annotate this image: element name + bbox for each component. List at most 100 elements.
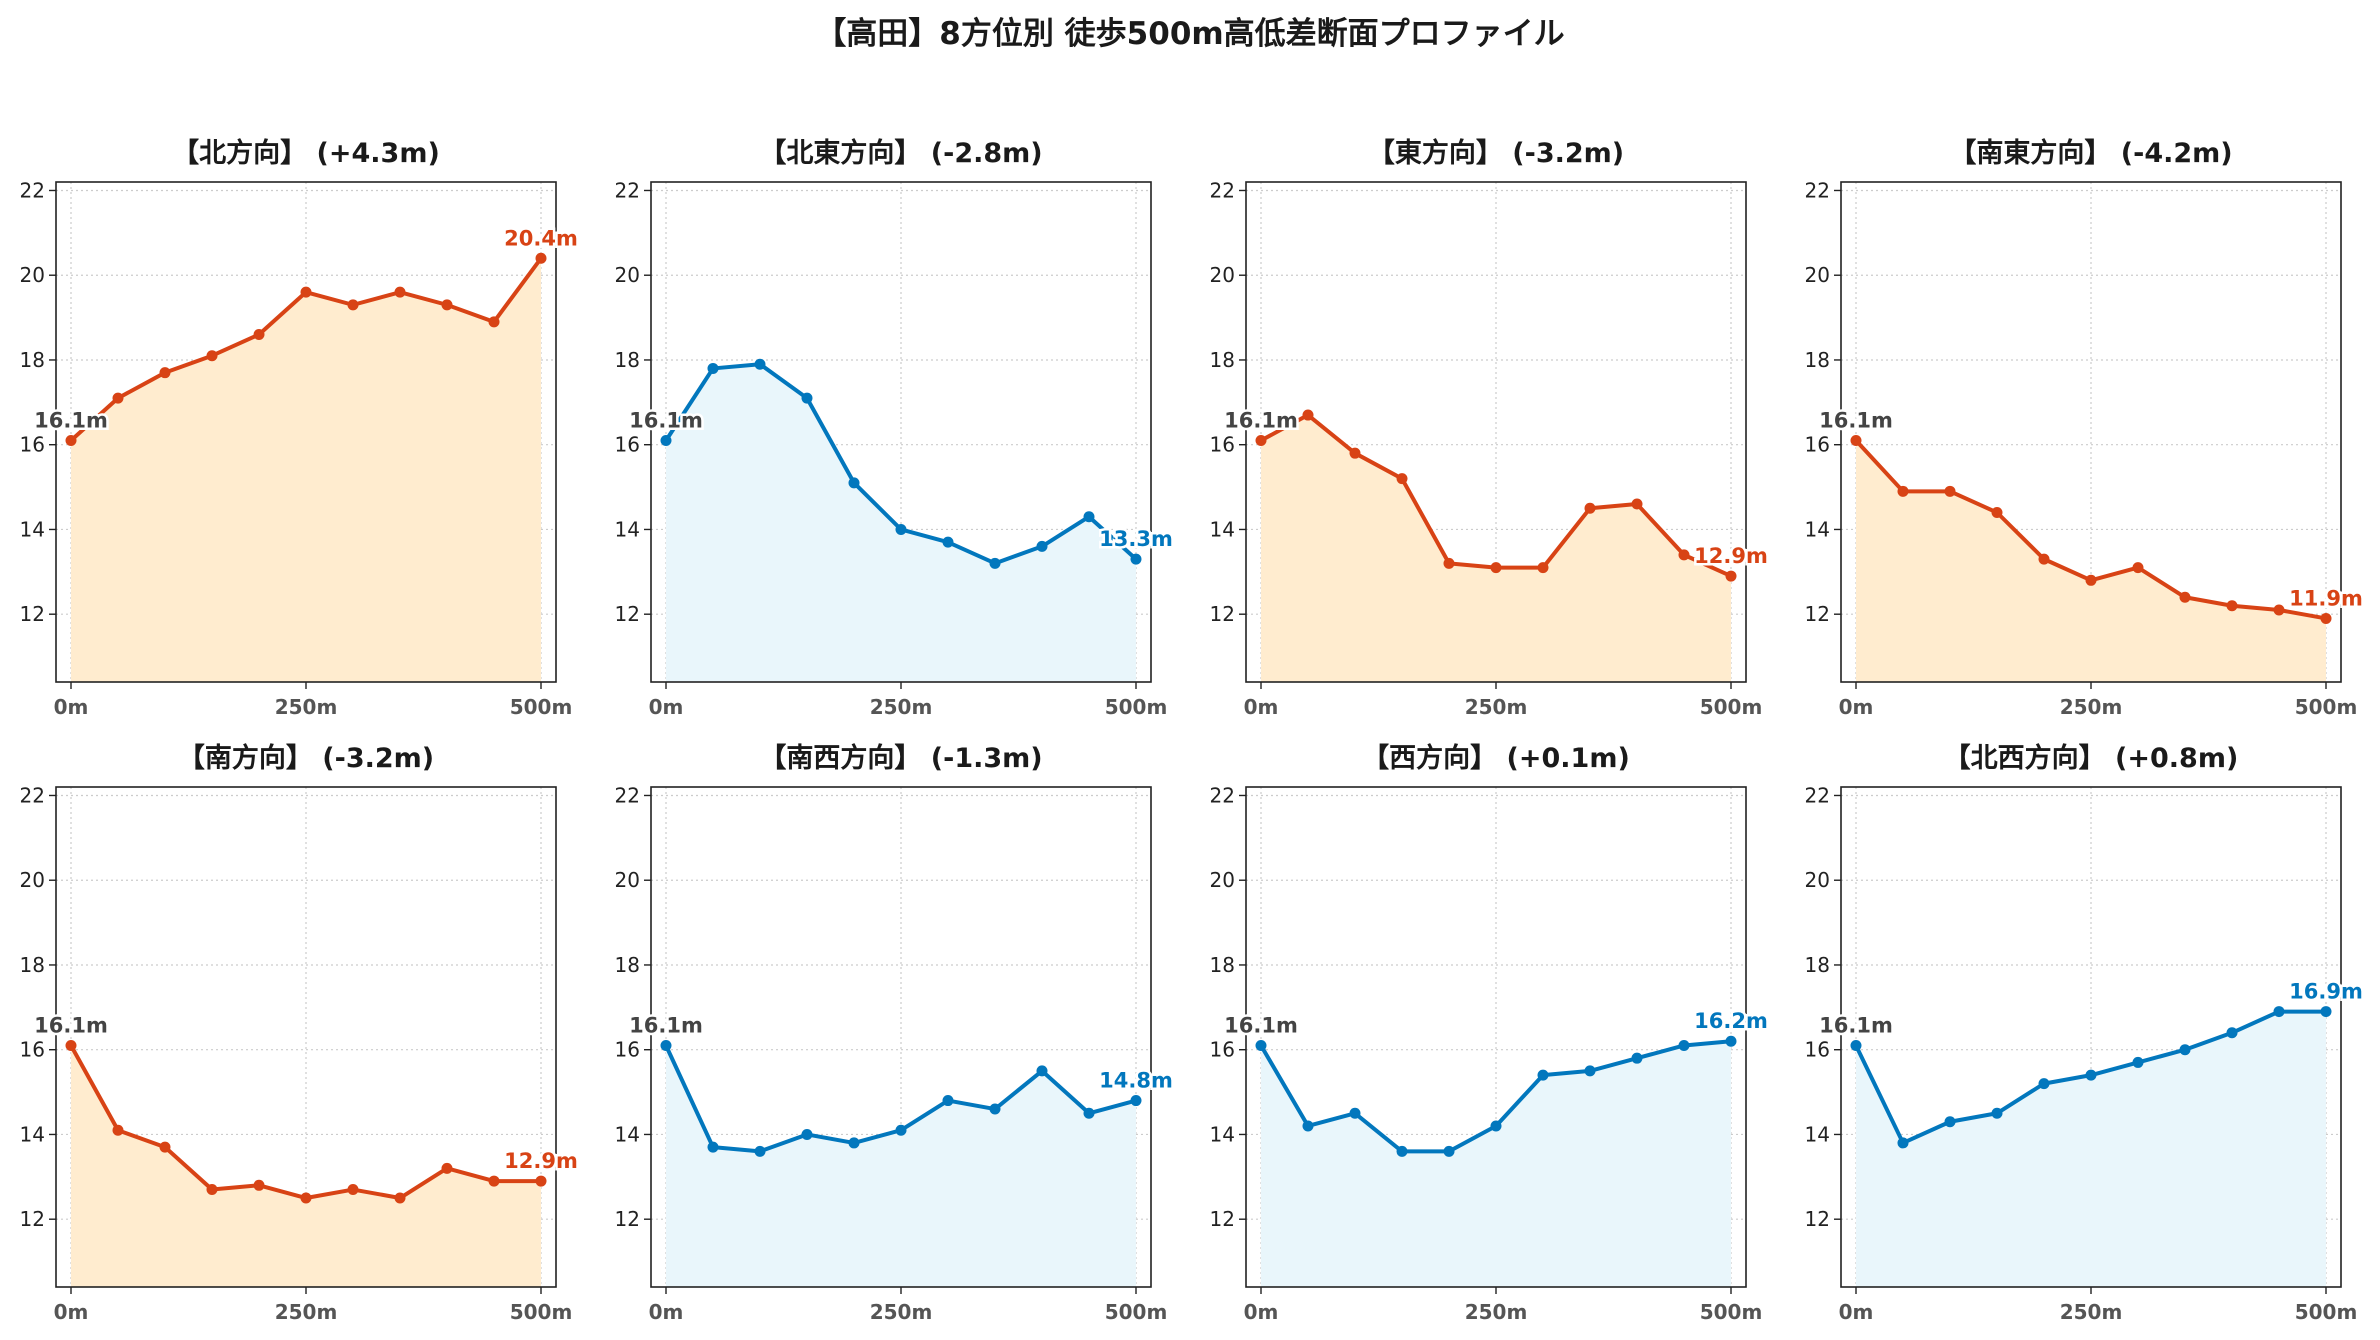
data-point (1255, 1039, 1267, 1051)
y-tick-label: 14 (20, 517, 45, 541)
panels: 12 14 16 18 20 22 0m 250m 500m 【北方向】 (+4.3m) 16.1m… (20, 137, 2366, 1324)
data-point (1130, 1095, 1142, 1107)
data-point (848, 1137, 860, 1149)
y-tick-label: 18 (20, 953, 45, 977)
data-point (848, 477, 860, 489)
y-tick-label: 20 (615, 868, 640, 892)
data-point (942, 536, 954, 548)
data-point (535, 252, 547, 264)
data-point (159, 1141, 171, 1153)
data-point (1897, 485, 1909, 497)
data-point (394, 1192, 406, 1204)
start-label: 16.1m (1224, 408, 1298, 432)
data-point (2085, 574, 2097, 586)
data-point (1036, 540, 1048, 552)
area-fill (666, 1045, 1136, 1287)
y-tick-label: 12 (615, 1207, 640, 1231)
area-fill (71, 1045, 541, 1287)
y-tick-label: 14 (1805, 517, 1830, 541)
end-label: 20.4m (504, 226, 578, 250)
data-point (1944, 485, 1956, 497)
data-point (488, 316, 500, 328)
y-tick-label: 18 (615, 953, 640, 977)
data-point (1725, 570, 1737, 582)
data-point (942, 1095, 954, 1107)
data-point (1944, 1116, 1956, 1128)
y-tick-label: 22 (20, 178, 45, 202)
data-point (1255, 434, 1267, 446)
data-point (754, 1145, 766, 1157)
x-tick-label: 250m (1465, 1300, 1528, 1324)
y-tick-label: 12 (1805, 1207, 1830, 1231)
data-point (253, 329, 265, 341)
y-tick-label: 14 (1210, 517, 1235, 541)
x-tick-label: 0m (1244, 695, 1279, 719)
y-tick-label: 22 (20, 783, 45, 807)
start-label: 16.1m (34, 1013, 108, 1037)
data-point (394, 286, 406, 298)
x-tick-label: 500m (1105, 695, 1168, 719)
data-point (2320, 612, 2332, 624)
panel-3: 12 14 16 18 20 22 0m 250m 500m 【南東方向】 (-4.2m) 16.1… (1805, 137, 2366, 719)
y-tick-label: 16 (1210, 433, 1235, 457)
start-label: 16.1m (1819, 408, 1893, 432)
panel-title: 【南東方向】 (-4.2m) (1949, 137, 2232, 169)
x-tick-label: 0m (54, 695, 89, 719)
data-point (989, 1103, 1001, 1115)
data-point (1302, 1120, 1314, 1132)
data-point (707, 1141, 719, 1153)
y-tick-label: 20 (1805, 868, 1830, 892)
data-point (206, 1184, 218, 1196)
data-point (112, 392, 124, 404)
y-tick-label: 22 (1805, 178, 1830, 202)
x-tick-label: 0m (1839, 1300, 1874, 1324)
data-point (801, 392, 813, 404)
y-tick-label: 20 (20, 868, 45, 892)
y-tick-label: 16 (1805, 1038, 1830, 1062)
start-label: 16.1m (1224, 1013, 1298, 1037)
start-label: 16.1m (1819, 1013, 1893, 1037)
data-point (1850, 1039, 1862, 1051)
y-tick-label: 16 (615, 433, 640, 457)
data-point (2132, 562, 2144, 574)
data-point (347, 299, 359, 311)
x-tick-label: 250m (275, 1300, 338, 1324)
y-tick-label: 18 (1805, 348, 1830, 372)
data-point (1443, 1145, 1455, 1157)
data-point (1036, 1065, 1048, 1077)
x-tick-label: 0m (649, 695, 684, 719)
data-point (1396, 473, 1408, 485)
data-point (253, 1179, 265, 1191)
end-label: 16.2m (1694, 1009, 1768, 1033)
panel-5: 12 14 16 18 20 22 0m 250m 500m 【南西方向】 (-1.3m) 16.1… (615, 742, 1176, 1324)
y-tick-label: 12 (20, 1207, 45, 1231)
data-point (535, 1175, 547, 1187)
y-tick-label: 16 (1805, 433, 1830, 457)
data-point (1537, 1069, 1549, 1081)
panel-title: 【北方向】 (+4.3m) (172, 137, 440, 169)
x-tick-label: 0m (649, 1300, 684, 1324)
data-point (112, 1124, 124, 1136)
y-tick-label: 12 (1805, 602, 1830, 626)
panel-title: 【北東方向】 (-2.8m) (759, 137, 1042, 169)
data-point (1130, 553, 1142, 565)
y-tick-label: 18 (1805, 953, 1830, 977)
data-point (1678, 549, 1690, 561)
x-tick-label: 500m (2295, 1300, 2358, 1324)
data-point (2038, 553, 2050, 565)
y-tick-label: 12 (1210, 1207, 1235, 1231)
data-point (660, 434, 672, 446)
end-label: 14.8m (1099, 1069, 1173, 1093)
panel-4: 12 14 16 18 20 22 0m 250m 500m 【南方向】 (-3.2m) 16.1m… (20, 742, 581, 1324)
end-label: 16.9m (2289, 980, 2363, 1004)
y-tick-label: 14 (20, 1122, 45, 1146)
y-tick-label: 16 (615, 1038, 640, 1062)
y-tick-label: 16 (1210, 1038, 1235, 1062)
x-tick-label: 0m (1839, 695, 1874, 719)
x-tick-label: 250m (2060, 1300, 2123, 1324)
data-point (1584, 1065, 1596, 1077)
y-tick-label: 22 (1210, 178, 1235, 202)
y-tick-label: 20 (1210, 263, 1235, 287)
area-fill (1261, 1041, 1731, 1287)
data-point (1584, 502, 1596, 514)
